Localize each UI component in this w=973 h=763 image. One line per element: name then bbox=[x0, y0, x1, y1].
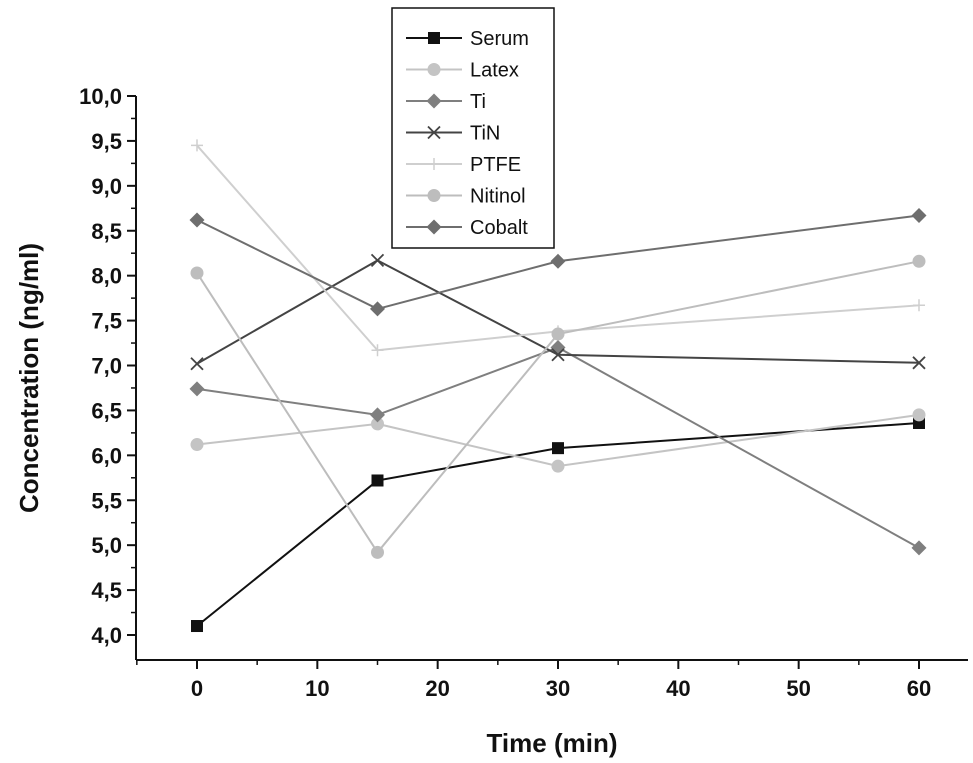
data-point-cobalt bbox=[550, 253, 566, 269]
data-point-ti bbox=[911, 540, 927, 556]
data-point-latex bbox=[912, 408, 926, 422]
data-point-nitinol bbox=[190, 266, 204, 280]
legend-item-serum: Serum bbox=[406, 28, 529, 50]
data-point-ptfe bbox=[191, 139, 203, 152]
data-point-nitinol bbox=[371, 545, 384, 559]
y-tick-label: 4,5 bbox=[91, 578, 122, 603]
data-point-serum bbox=[371, 474, 384, 487]
series-nitinol bbox=[190, 254, 926, 559]
legend-label-latex: Latex bbox=[470, 60, 519, 82]
legend-label-ti: Ti bbox=[470, 91, 486, 113]
data-point-cobalt bbox=[370, 301, 385, 317]
legend-marker-cobalt bbox=[426, 219, 442, 235]
y-tick-label: 8,0 bbox=[91, 264, 122, 289]
series-line-cobalt bbox=[196, 214, 920, 310]
legend-item-tin: TiN bbox=[406, 123, 500, 145]
y-tick-label: 9,5 bbox=[91, 129, 122, 154]
legend-marker-latex bbox=[427, 63, 441, 76]
legend-marker-nitinol bbox=[427, 189, 441, 202]
legend-box bbox=[391, 7, 555, 249]
x-tick-label: 50 bbox=[786, 676, 810, 701]
series-line-ti bbox=[196, 346, 920, 549]
series bbox=[189, 139, 927, 633]
series-line-serum bbox=[196, 421, 920, 627]
y-axis-title: Concentration (ng/ml) bbox=[14, 243, 44, 513]
series-line-tin bbox=[196, 259, 920, 365]
legend-label-cobalt: Cobalt bbox=[470, 217, 528, 239]
data-point-latex bbox=[371, 417, 384, 431]
data-point-ti bbox=[189, 381, 205, 397]
data-point-nitinol bbox=[551, 327, 565, 341]
y-tick-label: 8,5 bbox=[91, 219, 122, 244]
x-tick-label: 20 bbox=[425, 676, 449, 701]
data-point-ptfe bbox=[913, 299, 925, 312]
legend: Serum Latex Ti TiN PTFE Nitinol Cobalt bbox=[391, 7, 555, 249]
legend-item-latex: Latex bbox=[406, 60, 519, 82]
y-tick-label: 6,0 bbox=[91, 443, 122, 468]
series-tin bbox=[190, 253, 926, 371]
data-point-tin bbox=[912, 356, 926, 370]
y-tick-label: 6,5 bbox=[91, 398, 122, 423]
x-tick-label: 30 bbox=[546, 676, 570, 701]
legend-label-serum: Serum bbox=[470, 28, 529, 50]
series-line-latex bbox=[196, 413, 920, 468]
x-tick-label: 40 bbox=[666, 676, 690, 701]
data-point-serum bbox=[552, 442, 564, 455]
y-tick-label: 9,0 bbox=[91, 174, 122, 199]
legend-item-nitinol: Nitinol bbox=[406, 186, 526, 208]
ticks: 4,0 4,5 5,0 5,5 6,0 6,5 7,0 7,5 8,0 8,5 9,0 9,5 10,0… bbox=[79, 84, 931, 701]
legend-label-tin: TiN bbox=[470, 123, 500, 145]
y-tick-label: 5,5 bbox=[91, 488, 122, 513]
legend-label-nitinol: Nitinol bbox=[470, 186, 526, 208]
x-tick-label: 60 bbox=[907, 676, 931, 701]
data-point-ptfe bbox=[371, 344, 384, 357]
data-point-nitinol bbox=[912, 254, 926, 268]
series-line-ptfe bbox=[196, 144, 920, 352]
legend-marker-serum bbox=[428, 32, 440, 44]
data-point-ti bbox=[370, 407, 385, 423]
series-serum bbox=[191, 416, 925, 633]
data-point-serum bbox=[191, 620, 203, 633]
data-point-tin bbox=[190, 357, 204, 371]
series-cobalt bbox=[189, 207, 927, 317]
data-point-tin bbox=[551, 348, 565, 362]
data-point-cobalt bbox=[911, 207, 927, 223]
y-tick-label: 4,0 bbox=[91, 623, 122, 648]
y-tick-label: 5,0 bbox=[91, 533, 122, 558]
legend-item-ptfe: PTFE bbox=[406, 154, 521, 176]
x-axis-title: Time (min) bbox=[487, 728, 618, 758]
x-tick-label: 0 bbox=[191, 676, 203, 701]
data-point-latex bbox=[190, 438, 204, 452]
data-point-tin bbox=[370, 253, 385, 268]
axes bbox=[135, 96, 968, 661]
legend-marker-tin bbox=[427, 125, 441, 140]
series-line-nitinol bbox=[196, 260, 920, 555]
legend-marker-ptfe bbox=[428, 158, 440, 170]
y-tick-label: 7,5 bbox=[91, 309, 122, 334]
series-ptfe bbox=[191, 139, 925, 357]
legend-label-ptfe: PTFE bbox=[470, 154, 521, 176]
data-point-cobalt bbox=[189, 212, 205, 228]
series-latex bbox=[190, 408, 926, 473]
legend-item-ti: Ti bbox=[406, 91, 486, 113]
legend-item-cobalt: Cobalt bbox=[406, 217, 528, 239]
x-tick-label: 10 bbox=[305, 676, 329, 701]
y-tick-label: 10,0 bbox=[79, 84, 122, 109]
y-tick-label: 7,0 bbox=[91, 354, 122, 379]
legend-marker-ti bbox=[426, 93, 442, 109]
data-point-latex bbox=[551, 459, 565, 473]
